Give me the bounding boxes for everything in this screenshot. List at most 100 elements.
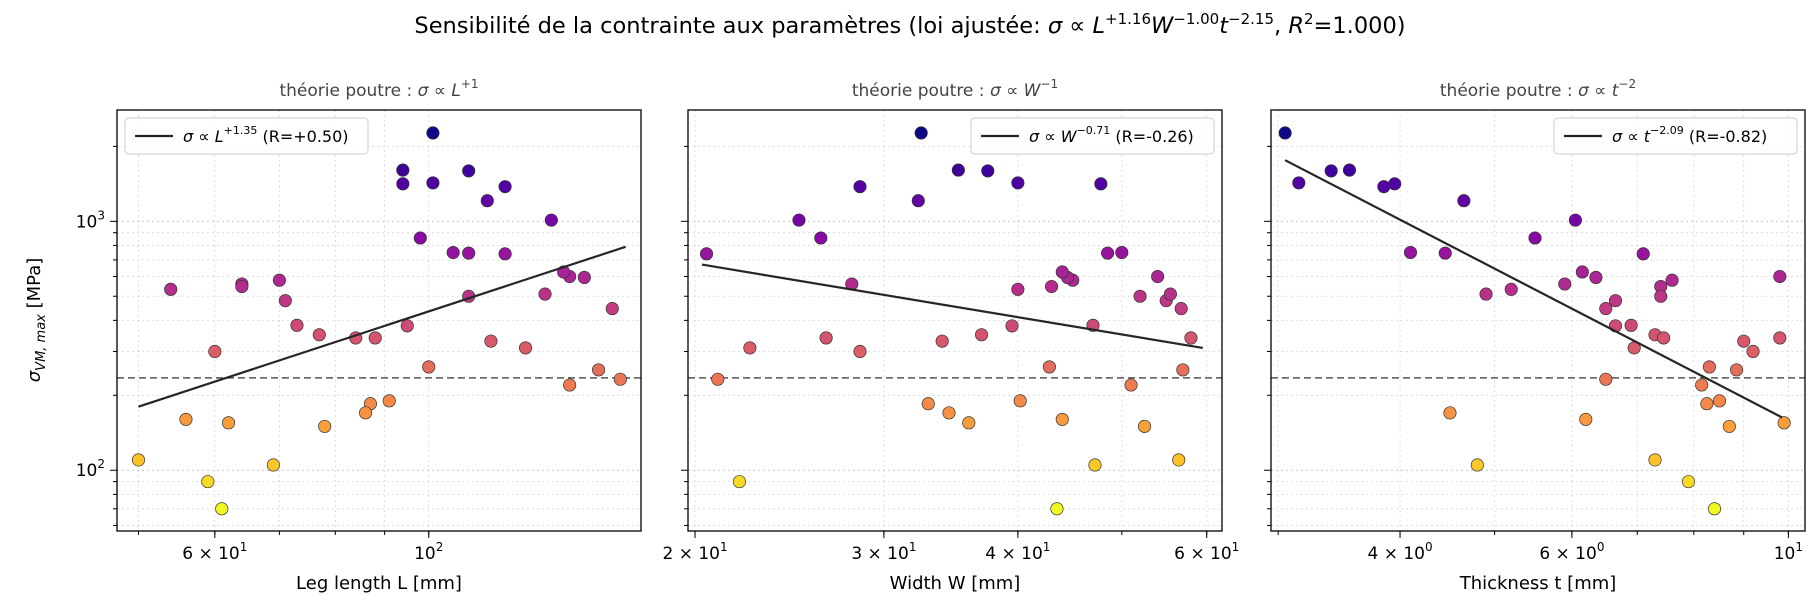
data-point bbox=[222, 416, 236, 430]
data-point bbox=[1479, 287, 1493, 301]
x-tick-label: 102 bbox=[414, 540, 443, 564]
data-point bbox=[1558, 277, 1572, 291]
data-point bbox=[1624, 318, 1638, 332]
data-point bbox=[921, 397, 935, 411]
data-point bbox=[1163, 287, 1177, 301]
data-point bbox=[1176, 363, 1190, 377]
data-point bbox=[318, 419, 332, 433]
data-point bbox=[1342, 163, 1357, 177]
data-point bbox=[1388, 177, 1402, 191]
y-tick-label: 103 bbox=[76, 208, 105, 232]
figure-suptitle: Sensibilité de la contrainte aux paramèt… bbox=[414, 10, 1405, 39]
data-point bbox=[592, 363, 606, 377]
data-point bbox=[426, 176, 440, 190]
data-point bbox=[1589, 270, 1603, 284]
legend-label: σ ∝ W−0.71 (R=-0.26) bbox=[1029, 124, 1194, 146]
data-point bbox=[1115, 246, 1129, 260]
x-tick-label: 6 × 101 bbox=[182, 540, 247, 564]
data-point bbox=[1712, 394, 1727, 408]
data-point bbox=[1278, 126, 1292, 140]
data-point bbox=[1773, 269, 1787, 284]
data-point bbox=[426, 126, 440, 140]
data-point bbox=[1568, 213, 1582, 227]
data-point bbox=[1681, 475, 1696, 489]
data-point bbox=[272, 273, 286, 287]
data-point bbox=[312, 328, 326, 342]
data-point bbox=[446, 246, 460, 260]
data-point bbox=[544, 213, 558, 227]
data-point bbox=[413, 231, 427, 245]
data-point bbox=[1777, 416, 1791, 430]
data-point bbox=[605, 302, 619, 316]
data-point bbox=[1648, 453, 1662, 467]
data-point bbox=[1042, 360, 1056, 374]
data-point bbox=[1172, 453, 1186, 467]
data-point bbox=[1636, 247, 1650, 261]
data-point bbox=[462, 246, 476, 260]
data-point bbox=[1599, 372, 1613, 386]
data-point bbox=[235, 279, 249, 294]
y-axis-label: σVM, max [MPa] bbox=[24, 258, 49, 383]
data-point bbox=[480, 194, 494, 208]
data-point bbox=[577, 270, 591, 284]
data-point bbox=[1055, 412, 1069, 426]
data-point bbox=[911, 194, 925, 208]
data-point bbox=[914, 126, 928, 140]
panel-t: 4 × 100 6 × 100 101 Thickness t [mm] théorie… bbox=[1264, 77, 1806, 594]
data-point bbox=[396, 177, 410, 191]
data-point bbox=[538, 287, 552, 301]
x-axis-label: Leg length L [mm] bbox=[296, 573, 462, 594]
x-tick-label: 6 × 101 bbox=[1174, 540, 1239, 564]
legend-box bbox=[970, 117, 1215, 155]
data-point bbox=[164, 282, 178, 296]
panel-w: 2 × 101 3 × 101 4 × 101 6 × 101 Width W [mm]… bbox=[662, 77, 1239, 594]
x-tick-label: 2 × 101 bbox=[662, 540, 727, 564]
data-point bbox=[711, 372, 725, 386]
data-point bbox=[498, 180, 512, 194]
data-point bbox=[732, 475, 746, 489]
legend-box bbox=[124, 117, 369, 155]
data-point bbox=[208, 344, 222, 359]
data-point bbox=[1438, 246, 1452, 260]
data-point bbox=[462, 164, 476, 178]
panel-title: théorie poutre : σ ∝ L+1 bbox=[279, 77, 478, 101]
data-point bbox=[1403, 246, 1418, 260]
data-point bbox=[1011, 282, 1025, 296]
data-point bbox=[179, 412, 193, 426]
panel-l: 6 × 101 102 102 103 Leg length L [mm] théorie… bbox=[76, 77, 642, 594]
data-point bbox=[792, 213, 806, 227]
data-point bbox=[951, 163, 965, 177]
x-tick-label: 6 × 100 bbox=[1539, 540, 1604, 564]
data-point bbox=[1665, 273, 1679, 287]
data-point bbox=[1133, 289, 1147, 303]
data-point bbox=[400, 319, 414, 333]
data-point bbox=[422, 360, 436, 374]
data-point bbox=[853, 344, 867, 359]
data-point bbox=[1700, 397, 1714, 411]
data-point bbox=[1151, 269, 1165, 284]
data-point bbox=[290, 318, 304, 332]
legend-label: σ ∝ L+1.35 (R=+0.50) bbox=[183, 124, 349, 146]
data-point bbox=[1722, 419, 1736, 433]
x-tick-label: 4 × 101 bbox=[985, 540, 1050, 564]
data-point bbox=[1457, 194, 1471, 208]
x-axis-label: Thickness t [mm] bbox=[1459, 573, 1617, 594]
data-point bbox=[1055, 265, 1069, 279]
legend-label: σ ∝ t−2.09 (R=-0.82) bbox=[1612, 124, 1767, 146]
plot-frame bbox=[116, 109, 642, 532]
y-tick-label: 102 bbox=[76, 457, 105, 481]
data-point bbox=[1470, 458, 1484, 472]
data-point bbox=[1575, 265, 1589, 279]
fit-line bbox=[1284, 159, 1783, 419]
data-point bbox=[1094, 177, 1108, 191]
data-point bbox=[814, 231, 828, 245]
data-point bbox=[1657, 331, 1671, 345]
data-point bbox=[1695, 378, 1709, 392]
data-point bbox=[1013, 394, 1027, 408]
data-point bbox=[981, 164, 995, 178]
data-point bbox=[1608, 294, 1623, 308]
data-point bbox=[518, 341, 533, 355]
data-point bbox=[1124, 378, 1138, 392]
data-point bbox=[1746, 344, 1760, 359]
